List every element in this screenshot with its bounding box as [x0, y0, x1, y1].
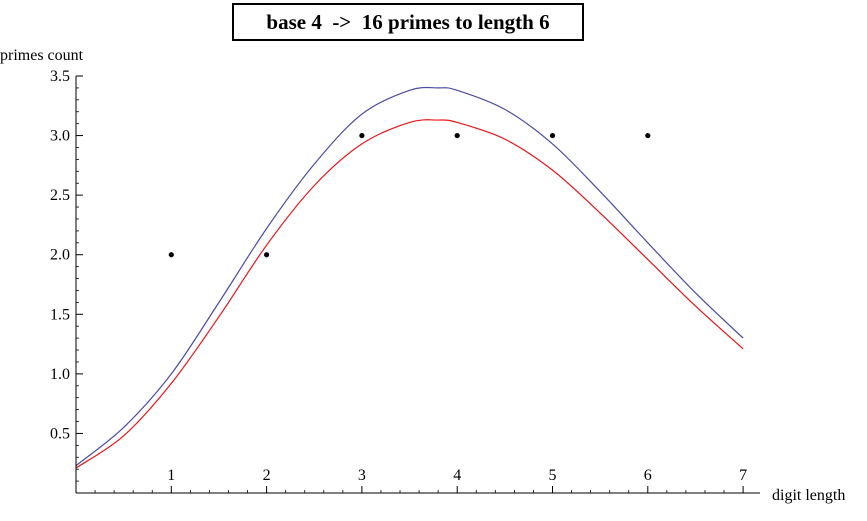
- axes-layer: [75, 76, 760, 494]
- data-point: [359, 132, 365, 139]
- x-tick-label: 7: [739, 467, 747, 484]
- x-tick-label: 3: [358, 467, 366, 484]
- ticks-layer: 1 2 3 4 5 6 7 0.5 1.0 1.5 2.0 2.5 3.0 3.5: [50, 68, 747, 493]
- data-point: [168, 252, 174, 258]
- data-point: [645, 132, 651, 139]
- x-tick-label: 2: [263, 467, 271, 484]
- x-tick-label: 6: [644, 467, 652, 484]
- y-tick-label: 3.5: [50, 68, 70, 85]
- curve-series-2: [75, 119, 744, 469]
- curve-series-1: [75, 86, 744, 467]
- points-layer: [168, 132, 651, 258]
- x-axis-label: digit length: [772, 487, 845, 504]
- data-point: [454, 132, 460, 139]
- y-tick-label: 2.0: [50, 247, 70, 264]
- y-tick-label: 2.5: [50, 187, 70, 204]
- curves-layer: [75, 86, 744, 469]
- data-point: [264, 252, 270, 258]
- y-axis-label: primes count: [0, 47, 84, 64]
- x-tick-label: 1: [167, 467, 175, 484]
- y-tick-label: 1.0: [50, 366, 70, 383]
- x-tick-label: 5: [549, 467, 557, 484]
- y-tick-label: 3.0: [50, 128, 70, 145]
- data-point: [549, 132, 556, 139]
- chart-title: base 4 -> 16 primes to length 6: [232, 3, 584, 41]
- y-tick-label: 1.5: [50, 306, 70, 323]
- x-tick-label: 4: [453, 467, 461, 484]
- y-tick-label: 0.5: [50, 425, 70, 442]
